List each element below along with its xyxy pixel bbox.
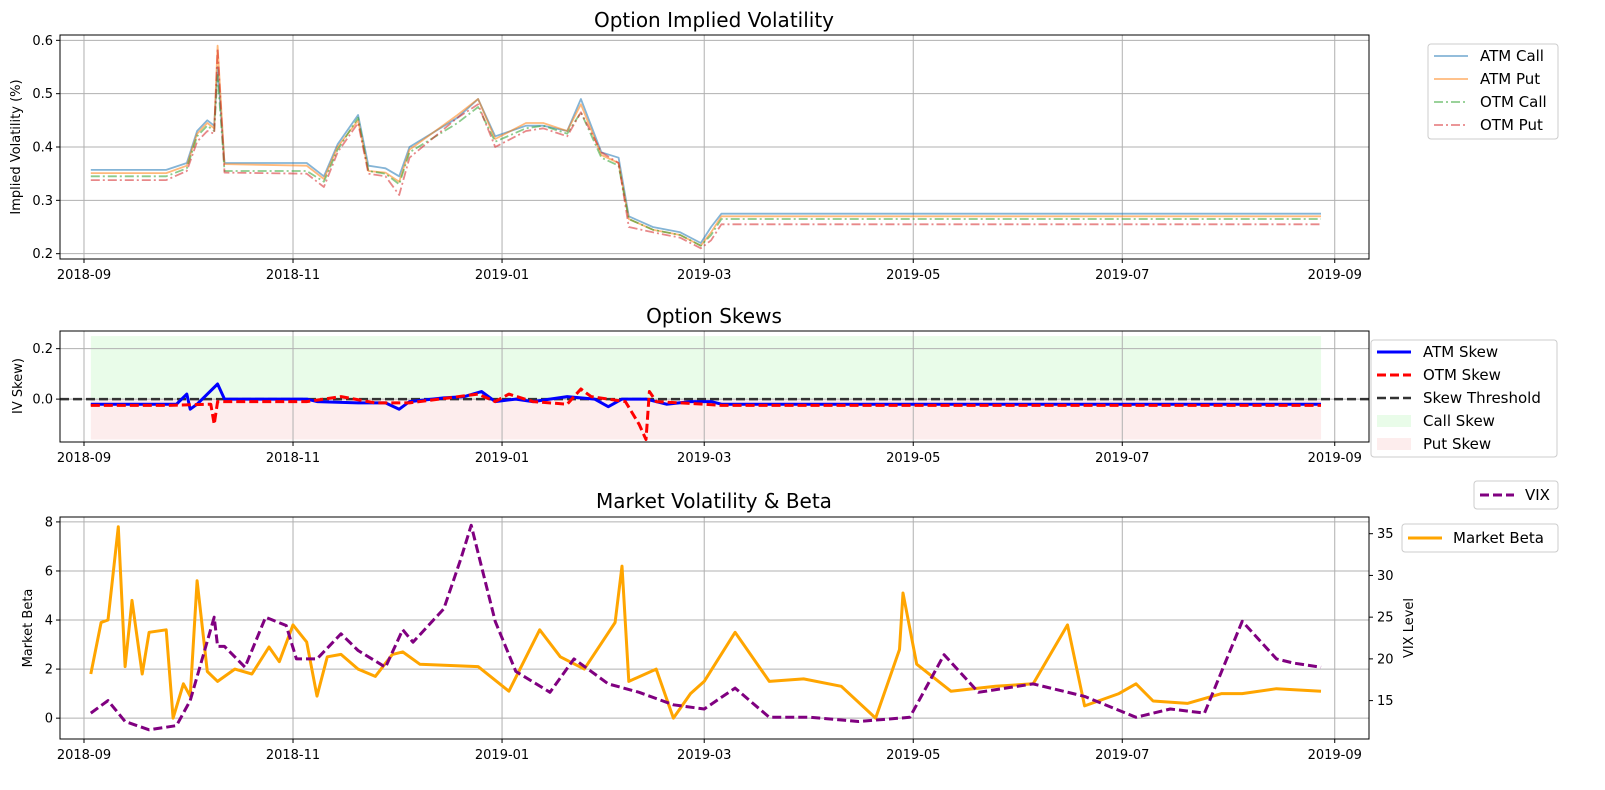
right-y-axis-label: VIX Level bbox=[1402, 598, 1417, 658]
legend-label: OTM Skew bbox=[1423, 366, 1501, 384]
series-line-otm-put bbox=[90, 47, 1321, 250]
legend-box bbox=[1401, 523, 1559, 553]
x-tick-label: 2019-09 bbox=[1308, 451, 1362, 466]
y-tick-label: 4 bbox=[45, 614, 53, 629]
series-line-otm-skew bbox=[90, 387, 1321, 441]
y-tick-label: 6 bbox=[45, 564, 53, 579]
y-tick-label: 0.2 bbox=[32, 342, 53, 357]
option-skews-panel: Option Skews IV Skew) 2018-09 2018-11 2019… bbox=[11, 304, 1558, 466]
axes-frame bbox=[59, 516, 1370, 740]
axes-frame bbox=[59, 34, 1370, 260]
chart-title: Option Skews bbox=[646, 304, 782, 328]
y-tick-label: 0.4 bbox=[32, 141, 53, 156]
legend-label: Market Beta bbox=[1453, 529, 1544, 547]
x-tick-label: 2019-01 bbox=[475, 748, 529, 763]
x-tick-label: 2019-07 bbox=[1095, 268, 1149, 283]
market-volatility-beta-panel: Market Volatility & Beta Market Beta VIX… bbox=[21, 480, 1559, 763]
y-axis-label: IV Skew) bbox=[11, 358, 26, 414]
x-tick-label: 2019-01 bbox=[475, 451, 529, 466]
x-tick-label: 2019-07 bbox=[1095, 748, 1149, 763]
y2-tick-label: 20 bbox=[1377, 652, 1394, 667]
y2-tick-label: 15 bbox=[1377, 694, 1394, 709]
x-tick-label: 2019-09 bbox=[1308, 268, 1362, 283]
axes-frame bbox=[59, 330, 1370, 443]
legend-label: ATM Call bbox=[1480, 47, 1544, 65]
x-tick-label: 2018-11 bbox=[266, 748, 320, 763]
x-tick-label: 2019-01 bbox=[475, 268, 529, 283]
legend-label: ATM Put bbox=[1480, 70, 1540, 88]
legend-label: VIX bbox=[1525, 486, 1550, 504]
legend-swatch bbox=[1377, 438, 1411, 450]
y-tick-label: 0 bbox=[45, 712, 53, 727]
y-tick-label: 0.0 bbox=[32, 393, 53, 408]
x-tick-label: 2018-11 bbox=[266, 451, 320, 466]
legend-label: ATM Skew bbox=[1423, 343, 1498, 361]
plot-area: 2018-09 2018-11 2019-01 2019-03 2019-05 2019-… bbox=[32, 330, 1558, 466]
legend-box bbox=[1473, 480, 1559, 510]
y2-tick-label: 25 bbox=[1377, 611, 1394, 626]
x-tick-label: 2018-11 bbox=[266, 268, 320, 283]
y-tick-label: 0.2 bbox=[32, 247, 53, 262]
legend-box bbox=[1427, 43, 1559, 140]
implied-volatility-panel: Option Implied Volatility Implied Volati… bbox=[9, 8, 1559, 283]
y-axis-label: Market Beta bbox=[21, 589, 36, 668]
x-tick-label: 2019-05 bbox=[886, 748, 940, 763]
chart-title: Market Volatility & Beta bbox=[596, 489, 832, 513]
y-tick-label: 2 bbox=[45, 663, 53, 678]
legend-box bbox=[1370, 339, 1558, 458]
x-tick-label: 2019-05 bbox=[886, 268, 940, 283]
plot-area: 2018-09 2018-11 2019-01 2019-03 2019-05 2019-… bbox=[32, 34, 1559, 283]
legend-label: OTM Call bbox=[1480, 93, 1547, 111]
legend-label: Skew Threshold bbox=[1423, 389, 1541, 407]
y-tick-label: 0.5 bbox=[32, 87, 53, 102]
y-tick-label: 8 bbox=[45, 515, 53, 530]
x-tick-label: 2018-09 bbox=[57, 748, 111, 763]
legend-swatch bbox=[1377, 415, 1411, 427]
shaded-region bbox=[90, 336, 1322, 400]
y2-tick-label: 30 bbox=[1377, 569, 1394, 584]
y2-tick-label: 35 bbox=[1377, 527, 1394, 542]
y-tick-label: 0.3 bbox=[32, 194, 53, 209]
legend-label: Put Skew bbox=[1423, 435, 1491, 453]
chart-title: Option Implied Volatility bbox=[594, 8, 834, 32]
legend-label: OTM Put bbox=[1480, 116, 1543, 134]
x-tick-label: 2019-05 bbox=[886, 451, 940, 466]
y-axis-label: Implied Volatility (%) bbox=[9, 79, 24, 214]
x-tick-label: 2019-03 bbox=[677, 268, 731, 283]
x-tick-label: 2018-09 bbox=[57, 268, 111, 283]
x-tick-label: 2018-09 bbox=[57, 451, 111, 466]
x-tick-label: 2019-03 bbox=[677, 748, 731, 763]
y-tick-label: 0.6 bbox=[32, 34, 53, 49]
series-line-market-beta bbox=[89, 525, 1322, 720]
series-line-vix bbox=[89, 523, 1322, 732]
legend-label: Call Skew bbox=[1423, 412, 1495, 430]
series-line-atm-skew bbox=[90, 382, 1321, 411]
x-tick-label: 2019-07 bbox=[1095, 451, 1149, 466]
plot-area: 2018-09 2018-11 2019-01 2019-03 2019-05 2019-… bbox=[45, 480, 1559, 763]
x-tick-label: 2019-09 bbox=[1308, 748, 1362, 763]
x-tick-label: 2019-03 bbox=[677, 451, 731, 466]
